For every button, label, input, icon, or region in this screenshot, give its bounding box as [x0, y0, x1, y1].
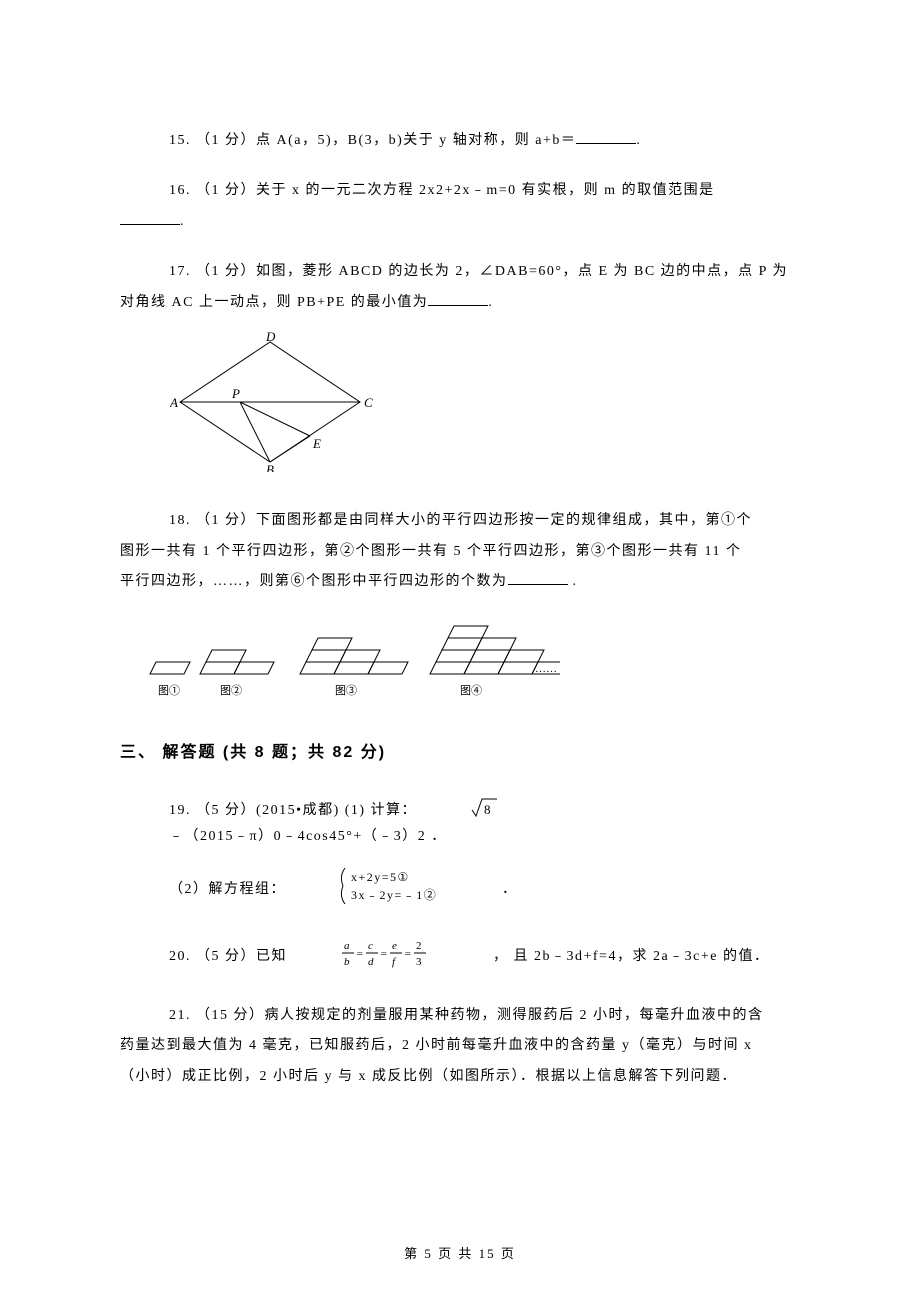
question-17-line2: 对角线 AC 上一动点，则 PB+PE 的最小值为. — [120, 292, 800, 314]
q16-text: 16. （1 分）关于 x 的一元二次方程 2x2+2x﹣m=0 有实根，则 m… — [169, 183, 715, 198]
q18-text3: 平行四边形，……，则第⑥个图形中平行四边形的个数为 — [120, 574, 508, 589]
q17-text2: 对角线 AC 上一动点，则 PB+PE 的最小值为 — [120, 295, 428, 310]
question-21-line2: 药量达到最大值为 4 毫克，已知服药后，2 小时前每毫升血液中的含药量 y（毫克… — [120, 1035, 800, 1057]
q17-figure: D A C B P E — [170, 332, 800, 480]
q17-tail: . — [488, 295, 493, 310]
svg-text:=: = — [404, 948, 413, 960]
q18-tail: . — [568, 574, 578, 589]
q15-blank — [576, 130, 636, 144]
question-21-line3: （小时）成正比例，2 小时后 y 与 x 成反比例（如图所示）．根据以上信息解答… — [120, 1066, 800, 1088]
q21-text2: 药量达到最大值为 4 毫克，已知服药后，2 小时前每毫升血液中的含药量 y（毫克… — [120, 1038, 753, 1053]
q17-blank — [428, 292, 488, 306]
svg-text:E: E — [312, 436, 321, 451]
q18-figure: …… 图① 图② 图③ 图④ — [140, 622, 800, 710]
q15-text: 15. （1 分）点 A(a，5)，B(3，b)关于 y 轴对称，则 a+b＝ — [169, 133, 576, 148]
question-19-line2: （2）解方程组： x+2y=5① 3x﹣2y=﹣1② ． — [120, 866, 800, 914]
question-20: 20. （5 分）已知 ab = cd = ef = 2 3 ， 且 2b﹣3d+… — [120, 937, 800, 977]
svg-text:D: D — [265, 332, 276, 344]
svg-text:3x﹣2y=﹣1②: 3x﹣2y=﹣1② — [351, 888, 437, 902]
q21-text3: （小时）成正比例，2 小时后 y 与 x 成反比例（如图所示）．根据以上信息解答… — [120, 1069, 737, 1084]
question-16-cont: . — [120, 211, 800, 233]
q20-pre: 20. （5 分）已知 — [120, 946, 287, 968]
svg-text:b: b — [344, 956, 351, 968]
svg-text:d: d — [368, 956, 375, 968]
svg-text:P: P — [231, 386, 240, 401]
q20-post: ， 且 2b﹣3d+f=4，求 2a﹣3c+e 的值． — [444, 946, 770, 968]
rhombus-diagram: D A C B P E — [170, 332, 390, 472]
question-18-line2: 图形一共有 1 个平行四边形，第②个图形一共有 5 个平行四边形，第③个图形一共… — [120, 541, 800, 563]
svg-text:图①: 图① — [158, 684, 180, 697]
question-15: 15. （1 分）点 A(a，5)，B(3，b)关于 y 轴对称，则 a+b＝. — [120, 130, 800, 152]
question-19-line1: 19. （5 分）(2015•成都) (1) 计算： 8 ﹣（2015﹣π）0﹣… — [120, 796, 800, 849]
svg-text:图④: 图④ — [460, 684, 482, 697]
question-21-line1: 21. （15 分）病人按规定的剂量服用某种药物，测得服药后 2 小时，每毫升血… — [120, 1005, 800, 1027]
q18-text2: 图形一共有 1 个平行四边形，第②个图形一共有 5 个平行四边形，第③个图形一共… — [120, 544, 741, 559]
svg-text:B: B — [266, 462, 274, 472]
question-18-line3: 平行四边形，……，则第⑥个图形中平行四边形的个数为 . — [120, 571, 800, 593]
svg-text:C: C — [364, 395, 373, 410]
question-16: 16. （1 分）关于 x 的一元二次方程 2x2+2x﹣m=0 有实根，则 m… — [120, 180, 800, 202]
svg-text:=: = — [356, 948, 365, 960]
q18-blank — [508, 571, 568, 585]
parallelogram-pattern: …… 图① 图② 图③ 图④ — [140, 622, 560, 702]
q16-tail: . — [180, 214, 185, 229]
q18-text1: 18. （1 分）下面图形都是由同样大小的平行四边形按一定的规律组成，其中，第①… — [169, 513, 752, 528]
equation-system-icon: x+2y=5① 3x﹣2y=﹣1② — [290, 866, 449, 914]
svg-text:2: 2 — [416, 940, 423, 952]
q15-tail: . — [636, 133, 641, 148]
svg-text:图②: 图② — [220, 684, 242, 697]
question-18-line1: 18. （1 分）下面图形都是由同样大小的平行四边形按一定的规律组成，其中，第①… — [120, 510, 800, 532]
svg-text:a: a — [344, 940, 351, 952]
q16-blank — [120, 211, 180, 225]
svg-text:x+2y=5①: x+2y=5① — [351, 870, 410, 884]
q17-text1: 17. （1 分）如图，菱形 ABCD 的边长为 2，∠DAB=60°，点 E … — [169, 264, 788, 279]
question-17-line1: 17. （1 分）如图，菱形 ABCD 的边长为 2，∠DAB=60°，点 E … — [120, 261, 800, 283]
q19-pre: 19. （5 分）(2015•成都) (1) 计算： — [120, 800, 417, 822]
q19-2-pre: （2）解方程组： — [120, 879, 286, 901]
svg-text:……: …… — [535, 663, 557, 675]
svg-text:f: f — [392, 956, 397, 968]
svg-text:3: 3 — [416, 956, 423, 968]
page-content: 15. （1 分）点 A(a，5)，B(3，b)关于 y 轴对称，则 a+b＝.… — [0, 0, 920, 1088]
q19-post: ﹣（2015﹣π）0﹣4cos45°+（﹣3）2 ． — [120, 826, 447, 848]
svg-text:8: 8 — [484, 802, 492, 817]
svg-text:c: c — [368, 940, 374, 952]
section-3-title: 三、 解答题 (共 8 题；共 82 分) — [120, 740, 800, 766]
svg-text:e: e — [392, 940, 398, 952]
q19-2-post: ． — [453, 879, 518, 901]
q21-text1: 21. （15 分）病人按规定的剂量服用某种药物，测得服药后 2 小时，每毫升血… — [169, 1008, 764, 1023]
page-footer: 第 5 页 共 15 页 — [0, 1243, 920, 1262]
svg-text:图③: 图③ — [335, 684, 357, 697]
sqrt8-icon: 8 — [421, 796, 498, 826]
svg-text:=: = — [380, 948, 389, 960]
svg-text:A: A — [170, 395, 178, 410]
fraction-chain-icon: ab = cd = ef = 2 3 — [291, 937, 440, 977]
